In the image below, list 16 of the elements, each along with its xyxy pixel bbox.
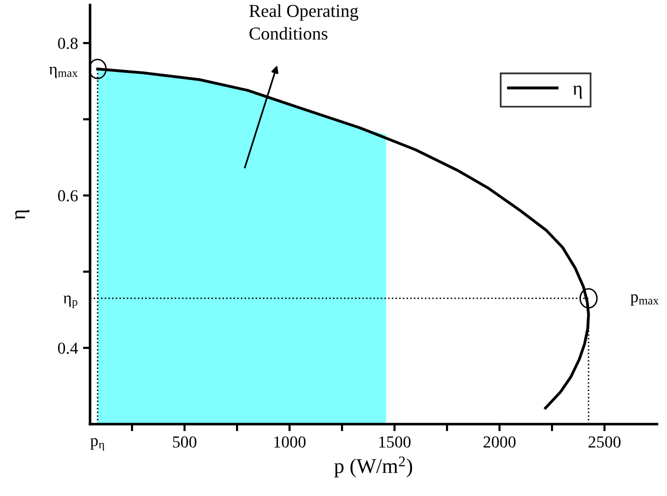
x-axis-title: p (W/m$^{2}$) xyxy=(334,456,412,478)
x-tick-label: p$_{η}$ xyxy=(90,438,104,451)
x-tick-label: 500 xyxy=(173,436,196,448)
annotation: p$_{max}$ xyxy=(630,294,659,306)
y-tick-label: η$_{max}$ xyxy=(49,66,78,78)
x-tick-label: 1500 xyxy=(379,436,411,448)
x-tick-label: 1000 xyxy=(274,436,306,448)
y-axis-title: η xyxy=(15,210,30,220)
y-tick-label: 0.6 xyxy=(58,190,78,202)
x-tick-label: 2500 xyxy=(588,436,621,448)
y-tick-label: 0.8 xyxy=(58,38,78,50)
y-tick-label: 0.4 xyxy=(58,342,78,354)
x-tick-label: 2000 xyxy=(484,436,516,448)
y-tick-label: η$_{p}$ xyxy=(63,295,78,308)
legend-label: η xyxy=(572,86,582,99)
annotation: Real Operating Conditions xyxy=(249,4,358,40)
